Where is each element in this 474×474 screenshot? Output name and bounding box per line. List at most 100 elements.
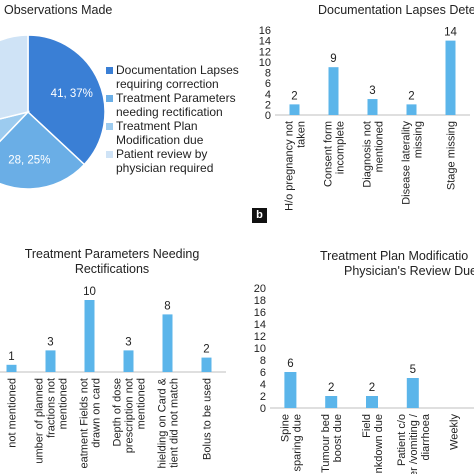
- legend-label: Treatment Parameters needing rectificati…: [116, 91, 236, 119]
- y-tick-label: 2: [260, 391, 266, 403]
- bar-value-label: 5: [410, 364, 416, 376]
- bar: [406, 378, 419, 408]
- x-category-label: Consent form: [323, 121, 335, 187]
- y-tick-label: 0: [265, 110, 271, 122]
- bar-value-label: 3: [125, 336, 131, 348]
- bar-value-label: 3: [47, 336, 53, 348]
- legend-item-treatment-parameters: Treatment Parameters needing rectificati…: [106, 91, 256, 119]
- x-category-label: incomplete: [335, 121, 347, 174]
- bar-value-label: 2: [369, 382, 375, 394]
- x-category-label: missing: [413, 121, 425, 158]
- bar: [162, 314, 173, 372]
- x-category-label: boost due: [332, 414, 344, 462]
- y-tick-label: 6: [260, 367, 266, 379]
- bar-value-label: 8: [164, 300, 170, 312]
- bar: [328, 67, 339, 115]
- y-tick-label: 8: [260, 355, 266, 367]
- x-category-label: drawn on card: [91, 378, 103, 448]
- x-category-label: ver /vomiting /: [408, 413, 420, 474]
- params-title-line2: Rectifications: [74, 262, 150, 276]
- bar: [289, 104, 300, 115]
- x-category-label: mentioned: [374, 121, 386, 172]
- bar: [201, 357, 212, 372]
- pie-slice: [0, 34, 29, 120]
- y-tick-label: 18: [254, 295, 266, 307]
- bar-value-label: 2: [328, 382, 334, 394]
- y-tick-label: 10: [259, 57, 271, 69]
- y-tick-label: 16: [254, 307, 266, 319]
- x-category-label: Field: [361, 414, 373, 438]
- modification-title-line1: Treatment Plan Modificatio: [320, 249, 469, 263]
- x-category-label: Disease laterality: [401, 121, 413, 205]
- y-tick-label: 4: [260, 379, 266, 391]
- x-category-label: taken: [296, 121, 308, 148]
- params-title-line1: Treatment Parameters Needing: [24, 247, 200, 261]
- bar-value-label: 14: [444, 27, 457, 39]
- legend-swatch: [106, 151, 113, 158]
- y-tick-label: 16: [259, 25, 271, 37]
- x-category-label: prescription not: [124, 378, 136, 453]
- pie-slice: [0, 110, 86, 190]
- bar-value-label: 2: [203, 344, 209, 356]
- y-tick-label: 10: [254, 343, 266, 355]
- x-category-label: Bolus to be used: [202, 378, 214, 460]
- x-category-label: umber of planned: [34, 378, 46, 464]
- bar-value-label: 9: [330, 53, 336, 65]
- x-category-label: hielding on Card &: [157, 377, 169, 468]
- modification-title-line2: Physician's Review Due: [344, 264, 474, 278]
- bar: [6, 364, 17, 372]
- doc-lapses-title: Documentation Lapses Dete: [318, 3, 474, 17]
- y-tick-label: 0: [260, 403, 266, 415]
- bar-value-label: 3: [369, 85, 375, 97]
- pie-slice-label: 41, 37%: [51, 88, 93, 100]
- x-category-label: mentioned: [136, 378, 148, 429]
- bar-value-label: 2: [408, 90, 414, 102]
- x-category-label: Patient c/o: [396, 414, 408, 466]
- x-category-label: diarrhoea: [420, 413, 432, 460]
- y-tick-label: 4: [265, 89, 271, 101]
- bar: [123, 350, 134, 372]
- y-tick-label: 14: [259, 36, 271, 48]
- y-tick-label: 14: [254, 319, 266, 331]
- x-category-label: H/o pregnancy not: [284, 121, 296, 211]
- bar-value-label: 1: [8, 351, 14, 363]
- pie-legend: Documentation Lapses requiring correctio…: [106, 63, 256, 176]
- x-category-label: fractions not: [46, 378, 58, 438]
- bar-value-label: 2: [291, 90, 297, 102]
- bar-value-label: 10: [83, 286, 96, 298]
- pie-slice-label: 28, 25%: [8, 155, 50, 167]
- bar: [445, 40, 456, 115]
- pie-slice: [0, 110, 31, 143]
- legend-item-patient-review: Patient review by physician required: [106, 147, 256, 175]
- y-tick-label: 20: [254, 283, 266, 295]
- x-category-label: tient did not match: [169, 378, 181, 468]
- x-category-label: Stage missing: [446, 121, 458, 190]
- y-tick-label: 6: [265, 78, 271, 90]
- legend-label: Patient review by physician required: [116, 147, 214, 175]
- bar: [284, 372, 297, 408]
- legend-item-treatment-plan: Treatment Plan Modification due: [106, 119, 256, 147]
- x-category-label: Tumour bed: [320, 414, 332, 473]
- bar: [366, 396, 378, 408]
- bar: [84, 300, 95, 372]
- x-category-label: Spine: [279, 414, 291, 442]
- bar: [406, 104, 417, 115]
- legend-item-documentation: Documentation Lapses requiring correctio…: [106, 63, 256, 91]
- legend-swatch: [106, 67, 113, 74]
- panel-label-b: b: [252, 208, 267, 223]
- x-category-label: Weekly: [449, 414, 461, 450]
- x-category-label: Depth of dose: [112, 378, 124, 447]
- x-category-label: Diagnosis not: [362, 121, 374, 188]
- pie-chart-title: Observations Made: [4, 3, 113, 17]
- legend-swatch: [106, 123, 113, 130]
- x-category-label: mentioned: [58, 378, 70, 429]
- y-tick-label: 12: [254, 331, 266, 343]
- x-category-label: sparing due: [291, 414, 303, 472]
- legend-label: Treatment Plan Modification due: [116, 119, 204, 147]
- pie-slice: [27, 34, 106, 166]
- x-category-label: hrinkdown due: [373, 414, 385, 474]
- legend-swatch: [106, 95, 113, 102]
